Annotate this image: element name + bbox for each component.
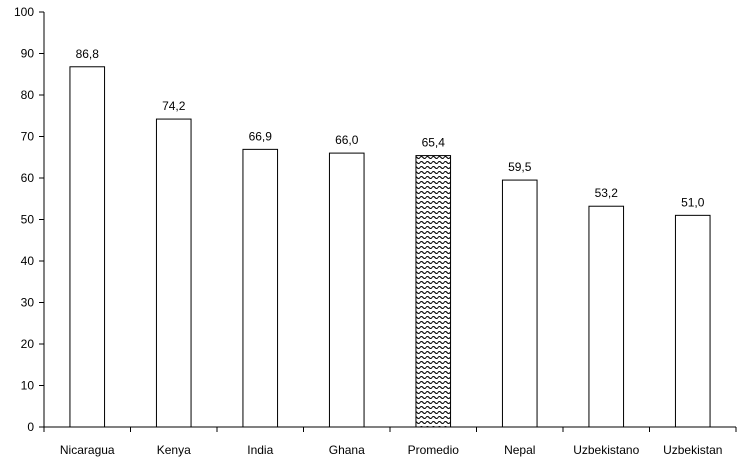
bar [69,66,106,428]
category-label: Kenya [157,443,191,457]
y-tick-label: 40 [21,254,35,268]
category-label: India [247,443,273,457]
data-label: 59,5 [508,160,532,174]
data-label: 65,4 [422,136,446,150]
bar [242,148,279,428]
y-tick-label: 100 [14,5,34,19]
y-tick-label: 0 [27,420,34,434]
category-label: Promedio [408,443,460,457]
category-label: Uzbekistano [573,443,639,457]
category-label: Nepal [504,443,535,457]
data-label: 66,0 [335,133,359,147]
bars: 86,8 74,2 66,9 66,0 65,4 59,5 53,2 51,0 [69,47,711,428]
y-tick-label: 10 [21,379,35,393]
data-label: 74,2 [162,99,186,113]
y-tick-label: 60 [21,171,35,185]
data-label: 86,8 [76,47,100,61]
x-axis: Nicaragua Kenya India Ghana Promedio Nepal Uzb… [43,426,737,457]
bar [674,214,711,428]
bar [501,179,538,428]
y-tick-label: 80 [21,88,35,102]
y-tick-label: 30 [21,296,35,310]
category-label: Ghana [329,443,365,457]
bar [328,152,365,428]
data-label: 51,0 [681,195,705,209]
y-tick-label: 90 [21,47,35,61]
bar [155,118,192,428]
data-label: 66,9 [249,129,273,143]
category-label: Nicaragua [60,443,115,457]
category-label: Uzbekistan [663,443,722,457]
y-axis: 0 10 20 30 40 50 60 70 80 90 100 [14,5,45,434]
y-tick-label: 20 [21,337,35,351]
bar-highlighted [415,155,452,428]
bar [588,205,625,428]
data-label: 53,2 [595,186,619,200]
y-tick-label: 50 [21,213,35,227]
y-tick-label: 70 [21,130,35,144]
